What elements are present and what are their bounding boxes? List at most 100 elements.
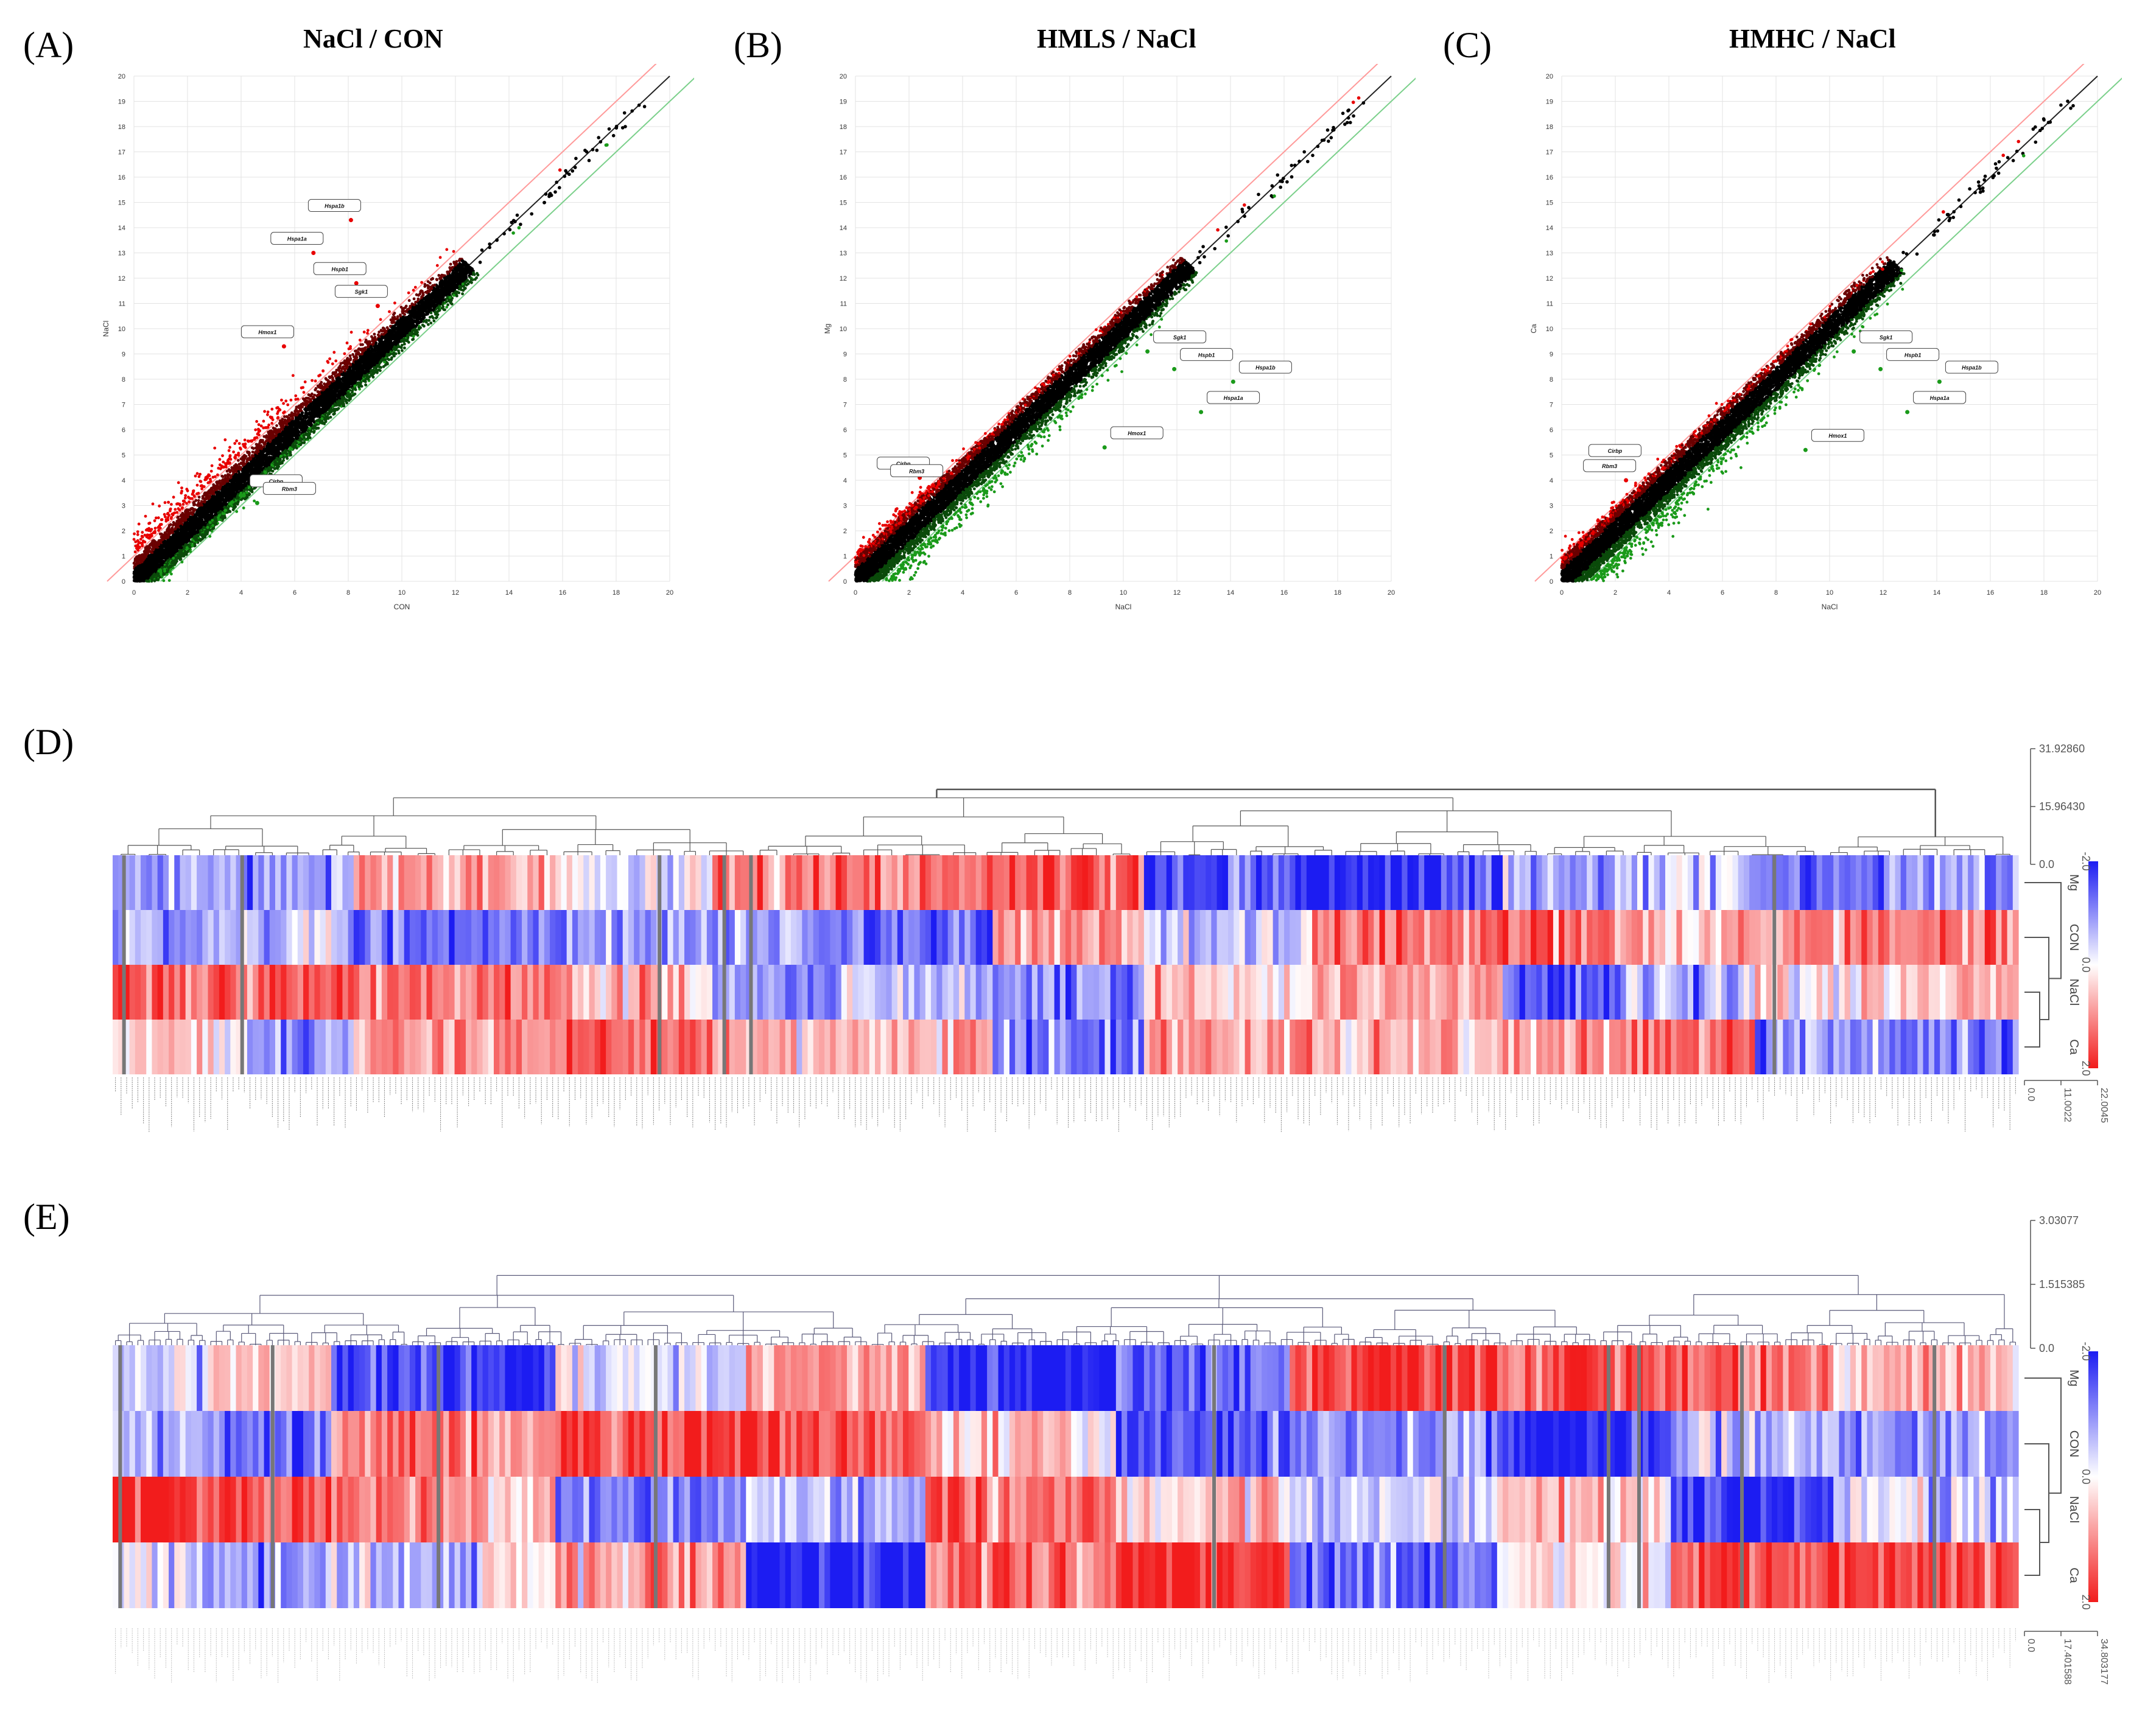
panel-label-d: (D)	[23, 721, 74, 763]
data-point	[147, 522, 150, 525]
data-point	[266, 413, 269, 416]
data-point	[180, 491, 183, 495]
data-point	[294, 394, 298, 397]
data-point	[424, 320, 427, 323]
y-tick-label: 13	[118, 250, 125, 257]
data-point	[280, 398, 283, 402]
x-tick-label: 6	[293, 589, 297, 597]
data-point	[169, 517, 173, 520]
data-point	[224, 463, 228, 466]
data-point	[401, 349, 404, 352]
data-point	[388, 310, 391, 313]
y-axis-label: NaCl	[102, 321, 110, 337]
y-tick-label: 16	[118, 174, 125, 181]
data-point	[423, 324, 426, 328]
data-point	[242, 506, 245, 509]
data-point	[201, 537, 205, 540]
x-tick-label: 8	[346, 589, 350, 597]
data-point	[302, 391, 306, 394]
data-point	[209, 469, 213, 473]
data-point	[452, 250, 455, 253]
data-point	[373, 335, 377, 339]
data-point	[270, 422, 273, 425]
data-point	[170, 503, 173, 506]
data-point	[366, 332, 369, 335]
data-point	[235, 439, 238, 443]
x-tick-label: 2	[186, 589, 189, 597]
data-point	[185, 488, 189, 491]
y-tick-label: 10	[118, 326, 125, 333]
data-point	[446, 303, 449, 307]
data-point	[184, 494, 188, 497]
data-point	[301, 386, 304, 389]
data-point	[192, 489, 195, 492]
y-tick-label: 1	[122, 553, 125, 561]
data-point	[416, 299, 420, 303]
y-tick-label: 20	[118, 73, 125, 80]
data-point	[415, 293, 418, 296]
data-point	[475, 276, 478, 279]
data-point	[332, 351, 336, 354]
data-point	[227, 449, 231, 452]
data-point	[192, 501, 195, 505]
data-point	[174, 508, 177, 511]
data-point	[200, 487, 203, 491]
panel-label-a: (A)	[23, 24, 74, 66]
data-point	[270, 407, 274, 411]
data-point	[285, 415, 289, 418]
panel-label-e: (E)	[23, 1196, 70, 1238]
x-tick-label: 4	[239, 589, 243, 597]
data-point	[449, 262, 452, 266]
data-point	[244, 446, 247, 449]
data-point	[247, 453, 251, 457]
data-point	[221, 454, 224, 457]
scatter-b-title: HMLS / NaCl	[1037, 23, 1196, 54]
scatter-c-title: HMHC / NaCl	[1729, 23, 1896, 54]
data-point	[407, 340, 410, 344]
data-point	[314, 388, 317, 391]
data-point	[166, 516, 170, 519]
data-point	[151, 502, 155, 506]
data-point	[211, 475, 215, 479]
data-point	[139, 537, 142, 541]
y-tick-label: 19	[118, 99, 125, 106]
data-point	[195, 472, 199, 475]
y-tick-label: 0	[122, 578, 125, 586]
data-point	[345, 398, 348, 402]
y-tick-label: 14	[118, 225, 125, 232]
y-tick-label: 18	[118, 124, 125, 131]
panel-label-c: (C)	[1443, 24, 1492, 66]
data-point	[262, 426, 265, 430]
data-point	[286, 403, 290, 407]
data-point	[312, 431, 315, 434]
data-point	[419, 326, 422, 329]
data-point	[163, 513, 166, 516]
data-point	[286, 457, 289, 460]
y-tick-label: 7	[122, 402, 125, 409]
data-point	[218, 479, 222, 483]
data-point	[136, 533, 139, 536]
data-point	[217, 466, 220, 470]
x-tick-label: 10	[398, 589, 405, 597]
y-tick-label: 2	[122, 528, 125, 535]
data-point	[192, 510, 195, 514]
data-point	[197, 495, 201, 499]
fold-change-upper-line	[107, 64, 657, 582]
data-point	[213, 446, 217, 450]
data-point	[403, 346, 406, 350]
data-point	[397, 349, 400, 352]
data-point	[275, 424, 278, 427]
data-point	[351, 389, 354, 393]
data-point	[295, 446, 298, 450]
panel-label-b: (B)	[734, 24, 782, 66]
data-point	[133, 550, 137, 554]
data-point	[133, 532, 136, 536]
x-tick-label: 14	[505, 589, 513, 597]
data-point	[140, 534, 144, 538]
data-point	[282, 458, 285, 462]
data-point	[266, 410, 270, 414]
y-tick-label: 3	[122, 503, 125, 510]
data-points	[132, 103, 647, 583]
scatter-a-title: NaCl / CON	[303, 23, 443, 54]
y-tick-label: 9	[122, 351, 125, 359]
